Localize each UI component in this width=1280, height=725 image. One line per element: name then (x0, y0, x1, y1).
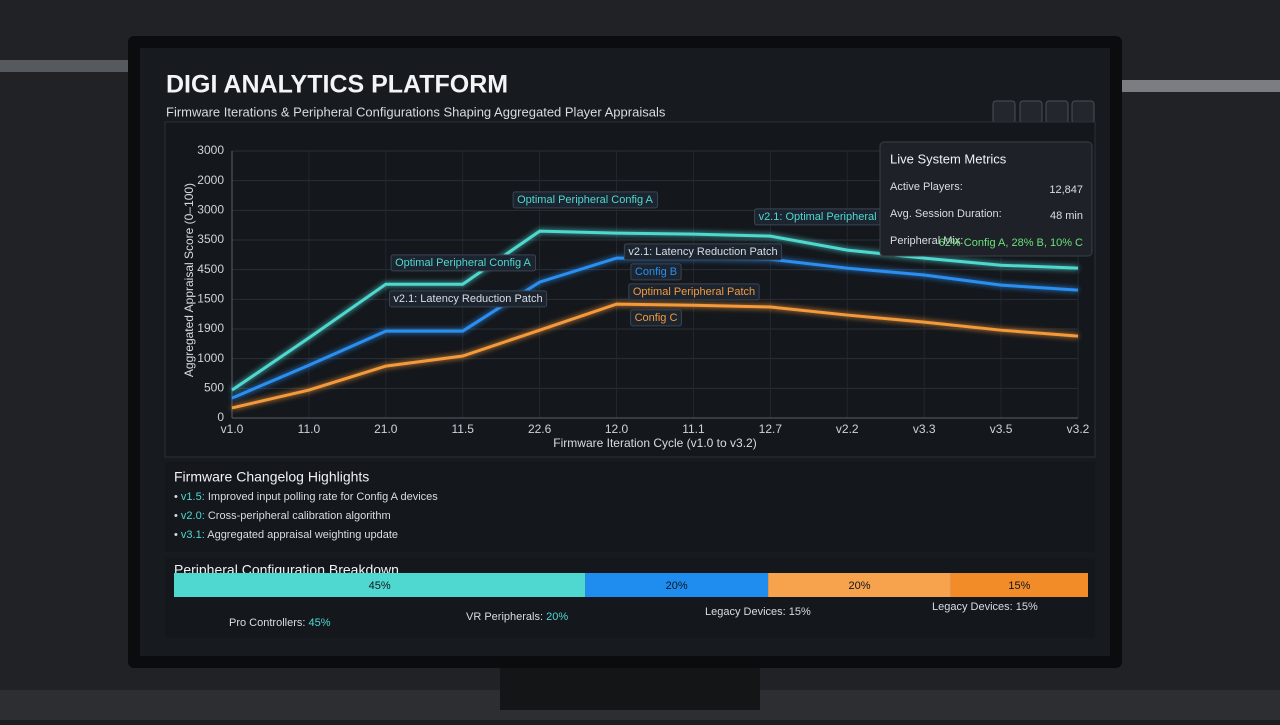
series-line (231, 302, 1079, 410)
x-tick-label: v3.3 (913, 422, 936, 436)
caption: VR Peripherals: 20% (466, 611, 568, 623)
changelog-item: • v3.1: Aggregated appraisal weighting u… (174, 529, 398, 541)
caption-name: Legacy Devices: (705, 606, 786, 618)
breakdown-segment (174, 573, 586, 597)
changelog-item: • v2.0: Cross-peripheral calibration alg… (174, 510, 391, 522)
annotation: Config B (635, 266, 677, 278)
annotation-box (512, 191, 659, 209)
annotation: v2.1: Latency Reduction Patch (393, 293, 542, 305)
caption-name: Legacy Devices: (932, 601, 1013, 613)
annotation: Optimal Peripheral Patch (633, 286, 755, 298)
panel (879, 141, 1093, 257)
breakdown-segment (950, 573, 1088, 597)
metric-value: 48 min (1050, 210, 1083, 222)
metrics-panel: Live System Metrics Active Players: 12,8… (879, 141, 1093, 257)
y-axis-label: Aggregated Appraisal Score (0–100) (182, 183, 196, 377)
x-tick-label: 12.7 (759, 422, 783, 436)
breakdown-segment (768, 573, 951, 597)
metric-label: Active Players: (890, 181, 963, 193)
annotation-box (630, 309, 682, 327)
x-tick-label: v2.2 (836, 422, 859, 436)
caption: Legacy Devices: 15% (705, 606, 811, 618)
y-tick-label: 3500 (197, 232, 224, 246)
annotation-box (388, 290, 548, 308)
annotation: v2.1: Latency Reduction Patch (628, 246, 777, 258)
note: Improved input polling rate for Config A… (208, 491, 438, 503)
annotation-box (630, 263, 682, 281)
x-tick-label: 11.1 (682, 422, 705, 436)
x-tick-label: v3.5 (990, 422, 1013, 436)
metric-label: Peripheral Mix: (890, 235, 963, 247)
x-tick-label: 21.0 (374, 422, 398, 436)
segment-label: 20% (848, 580, 870, 592)
annotation-box (390, 254, 537, 272)
annotation-box (628, 283, 760, 301)
ceiling-light (1120, 80, 1280, 92)
segment-label: 20% (666, 580, 688, 592)
title: DIGI ANALYTICS PLATFORM (166, 71, 508, 99)
y-tick-label: 3000 (197, 203, 224, 217)
chart: 0 500 1000 1900 1500 4500 3500 3000 2000 3000 v1.0… (197, 143, 1089, 436)
breakdown-segment (585, 573, 769, 597)
note: Cross-peripheral calibration algorithm (208, 510, 391, 522)
metric-value: 12,847 (1049, 184, 1083, 196)
x-axis-label: Firmware Iteration Cycle (v1.0 to v3.2) (553, 436, 756, 450)
tool-button[interactable] (1071, 100, 1095, 124)
x-tick-label: v1.0 (221, 422, 244, 436)
caption-value: 15% (789, 606, 811, 618)
caption: Legacy Devices: 15% (932, 601, 1038, 613)
annotation: Optimal Peripheral Config A (395, 257, 531, 269)
caption-value: 20% (546, 611, 568, 623)
tool-button[interactable] (992, 100, 1016, 124)
tool-button[interactable] (1019, 100, 1043, 124)
y-tick-label: 1000 (197, 351, 224, 365)
y-tick-label: 4500 (197, 262, 224, 276)
y-tick-label: 1500 (197, 292, 224, 306)
x-tick-label: 11.0 (298, 422, 321, 436)
caption: Pro Controllers: 45% (229, 617, 331, 629)
ceiling-light (0, 60, 140, 72)
version: v3.1: (181, 529, 205, 541)
note: Aggregated appraisal weighting update (207, 529, 398, 541)
annotation: v2.1: Optimal Peripheral Config (759, 211, 912, 223)
changelog-panel (165, 462, 1095, 552)
breakdown-bar: 45% 20% 20% 15% (174, 573, 1088, 597)
subtitle: Firmware Iterations & Peripheral Configu… (166, 104, 666, 119)
x-tick-label: 12.0 (605, 422, 629, 436)
version: v1.5: (181, 491, 205, 503)
y-tick-label: 0 (217, 410, 224, 424)
segment-label: 15% (1008, 580, 1030, 592)
caption-value: 45% (308, 617, 330, 629)
metrics-title: Live System Metrics (890, 151, 1007, 166)
segment-label: 45% (369, 580, 391, 592)
caption-name: VR Peripherals: (466, 611, 543, 623)
y-tick-label: 500 (204, 381, 224, 395)
metric-value: 62% Config A, 28% B, 10% C (939, 237, 1083, 249)
y-tick-label: 2000 (197, 173, 224, 187)
y-tick-label: 3000 (197, 143, 224, 157)
annotation: Config C (635, 312, 678, 324)
x-tick-label: 11.5 (451, 422, 474, 436)
caption-name: Pro Controllers: (229, 617, 305, 629)
breakdown-panel (165, 558, 1095, 638)
version: v2.0: (181, 510, 205, 522)
annotation-box (623, 243, 783, 261)
caption-value: 15% (1016, 601, 1038, 613)
toolbar (992, 100, 1095, 124)
x-tick-label: 22.6 (528, 422, 552, 436)
changelog-item: • v1.5: Improved input polling rate for … (174, 491, 438, 503)
tool-button[interactable] (1045, 100, 1069, 124)
changelog-title: Firmware Changelog Highlights (174, 469, 369, 485)
annotation: Optimal Peripheral Config A (517, 194, 653, 206)
y-tick-label: 1900 (197, 321, 224, 335)
x-tick-label: v3.2 (1067, 422, 1090, 436)
metric-label: Avg. Session Duration: (890, 208, 1002, 220)
series-line (231, 229, 1079, 392)
